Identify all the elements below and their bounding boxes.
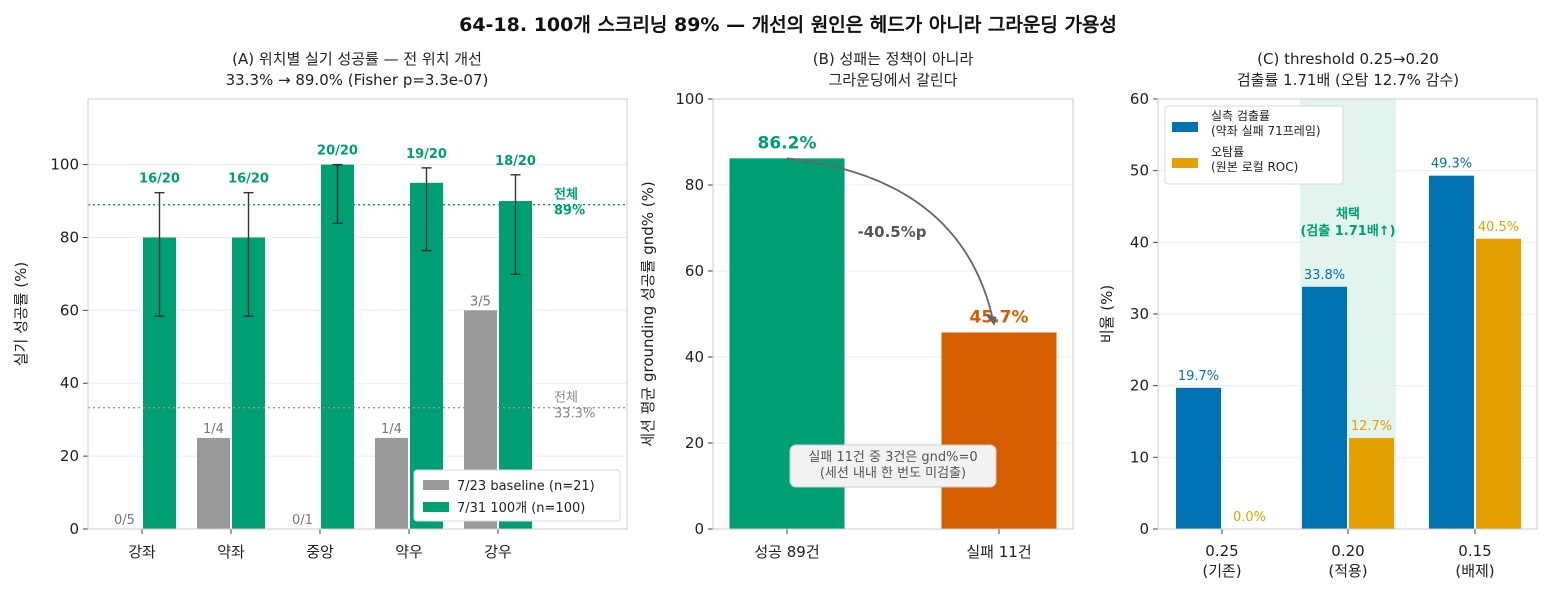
panel-c-legend: 실측 검출률 (약좌 실패 71프레임) 오탐률 (원본 로컬 ROC)	[1164, 105, 1344, 185]
panel-b-chart: (B) 성패는 정책이 아니라 그라운딩에서 갈린다 세션 평균 groundi…	[639, 50, 1074, 561]
panel-c-subtitle: 검출률 1.71배 (오탐 12.7% 감수)	[1237, 71, 1459, 89]
panel-b-ylabel: 세션 평균 grounding 성공률 gnd% (%)	[639, 181, 657, 446]
panel-a-reference-label: 전체 33.3%	[554, 391, 595, 422]
panel-c-bar-label: 33.8%	[1304, 268, 1345, 283]
panel-b-arrow	[786, 157, 995, 325]
panel-b-ytick-label: 80	[685, 176, 704, 194]
panel-a-bar-new	[321, 164, 354, 530]
panel-b-xtick-label: 성공 89건	[754, 543, 819, 561]
panel-a-bar-label-baseline: 3/5	[470, 294, 491, 309]
panel-b-note-box	[789, 444, 997, 488]
panel-a-xtick-label: 강좌	[128, 543, 156, 561]
panel-a-ytick-label: 0	[69, 520, 79, 538]
panel-a-xtick-label: 중앙	[306, 543, 334, 561]
panel-a-legend-box	[413, 469, 621, 522]
panel-a-frame	[87, 98, 628, 530]
panel-c-ytick-label: 50	[1130, 162, 1149, 180]
panel-a-ytick-label: 20	[60, 447, 79, 465]
panel-a-bar-label-new: 19/20	[406, 147, 447, 162]
panel-a-ytick-label: 80	[60, 228, 79, 246]
panel-b-ytick-label: 40	[685, 348, 704, 366]
panel-a-chart: (A) 위치별 실기 성공률 — 전 위치 개선 33.3% → 89.0% (…	[12, 50, 628, 561]
panel-c-bar-false-alarm	[1349, 437, 1394, 529]
panel-a-legend-label: 7/23 baseline (n=21)	[457, 479, 595, 494]
panel-c-bar-label: 40.5%	[1478, 220, 1519, 235]
panel-b-title: (B) 성패는 정책이 아니라	[813, 50, 974, 68]
figure-title: 64-18. 100개 스크리닝 89% — 개선의 원인은 헤드가 아니라 그…	[459, 14, 1117, 36]
panel-c-legend-box	[1164, 105, 1344, 185]
panel-c-ytick-label: 20	[1130, 377, 1149, 395]
panel-c-ytick-label: 0	[1139, 520, 1149, 538]
panel-c-ytick-label: 30	[1130, 305, 1149, 323]
panel-b-xtick-label: 실패 11건	[966, 543, 1031, 561]
panel-a-bar-baseline	[375, 437, 408, 529]
panel-a-bar-label-new: 18/20	[495, 154, 536, 169]
panel-a-ytick-label: 60	[60, 301, 79, 319]
panel-a-subtitle: 33.3% → 89.0% (Fisher p=3.3e-07)	[226, 71, 489, 89]
panel-c-ylabel: 비율 (%)	[1098, 285, 1116, 343]
panel-c-bar-label: 49.3%	[1431, 157, 1472, 172]
panel-c-bar-label: 19.7%	[1178, 369, 1219, 384]
panel-a-reference-label: 전체 89%	[554, 187, 585, 219]
panel-c-chart: (C) threshold 0.25→0.20 검출률 1.71배 (오탐 12…	[1098, 50, 1538, 580]
panel-c-title: (C) threshold 0.25→0.20	[1257, 50, 1439, 68]
panel-c-legend-swatch	[1172, 158, 1198, 168]
panel-c-bar-detection	[1429, 175, 1474, 529]
panel-a-xtick-label: 약우	[395, 543, 423, 561]
panel-b-ytick-label: 100	[675, 90, 704, 108]
panel-b-note: 실패 11건 중 3건은 gnd%=0 (세션 내내 한 번도 미검출)	[808, 450, 977, 481]
panel-c-legend-swatch	[1172, 122, 1198, 132]
panel-b-value-label: 45.7%	[970, 307, 1029, 327]
panel-b-arrowhead	[984, 313, 997, 326]
panel-b-value-label: 86.2%	[758, 133, 817, 153]
panel-c-xtick-label: 0.20 (적용)	[1328, 542, 1367, 580]
panel-c-ytick-label: 10	[1130, 448, 1149, 466]
panel-c-highlight-label: 채택 (검출 1.71배↑)	[1300, 206, 1395, 239]
panel-a-bar-label-baseline: 1/4	[203, 422, 224, 437]
panel-c-frame	[1157, 98, 1538, 530]
panel-b-subtitle: 그라운딩에서 갈린다	[829, 71, 958, 89]
panel-b-frame	[712, 98, 1074, 530]
panel-c-ytick-label: 40	[1130, 233, 1149, 251]
panel-c-bar-detection	[1302, 286, 1347, 529]
panel-b-ytick-label: 0	[694, 520, 704, 538]
panel-a-xtick-label: 약좌	[217, 543, 245, 561]
panel-c-xtick-label: 0.15 (배제)	[1455, 542, 1494, 580]
panel-c-bar-false-alarm	[1476, 238, 1521, 529]
panel-a-bar-label-new: 16/20	[139, 172, 180, 187]
panel-c-bar-detection	[1176, 387, 1221, 529]
panel-c-xtick-label: 0.25 (기존)	[1202, 542, 1241, 580]
panel-a-legend-label: 7/31 100개 (n=100)	[457, 501, 585, 516]
panel-a-legend: 7/23 baseline (n=21) 7/31 100개 (n=100)	[413, 469, 621, 522]
panel-c-legend-label: 실측 검출률 (약좌 실패 71프레임)	[1211, 109, 1321, 138]
panel-a-xtick-label: 강우	[484, 543, 512, 561]
panel-a-bar-label-new: 16/20	[228, 172, 269, 187]
panel-a-title: (A) 위치별 실기 성공률 — 전 위치 개선	[232, 50, 482, 68]
panel-b-arrow-label: -40.5%p	[857, 223, 926, 241]
panel-a-bar-label-baseline: 1/4	[381, 422, 402, 437]
panel-c-bar-label: 12.7%	[1351, 419, 1392, 434]
panel-a-bar-label-baseline: 0/1	[292, 513, 313, 528]
panel-b-ytick-label: 60	[685, 262, 704, 280]
panel-a-ytick-label: 40	[60, 374, 79, 392]
panel-c-legend-label: 오탐률 (원본 로컬 ROC)	[1211, 145, 1298, 174]
panel-a-ytick-label: 100	[50, 156, 79, 174]
panel-b-ytick-label: 20	[685, 434, 704, 452]
panel-a-bar-baseline	[197, 437, 230, 529]
panel-a-legend-swatch	[423, 502, 449, 512]
panel-c-bar-label: 0.0%	[1233, 510, 1266, 525]
panel-a-ylabel: 실기 성공률 (%)	[12, 262, 30, 367]
panel-a-bar-label-baseline: 0/5	[114, 513, 135, 528]
panel-a-legend-swatch	[423, 480, 449, 490]
panel-b-bar	[941, 332, 1057, 529]
panel-c-ytick-label: 60	[1130, 90, 1149, 108]
panel-a-bar-label-new: 20/20	[317, 144, 358, 159]
